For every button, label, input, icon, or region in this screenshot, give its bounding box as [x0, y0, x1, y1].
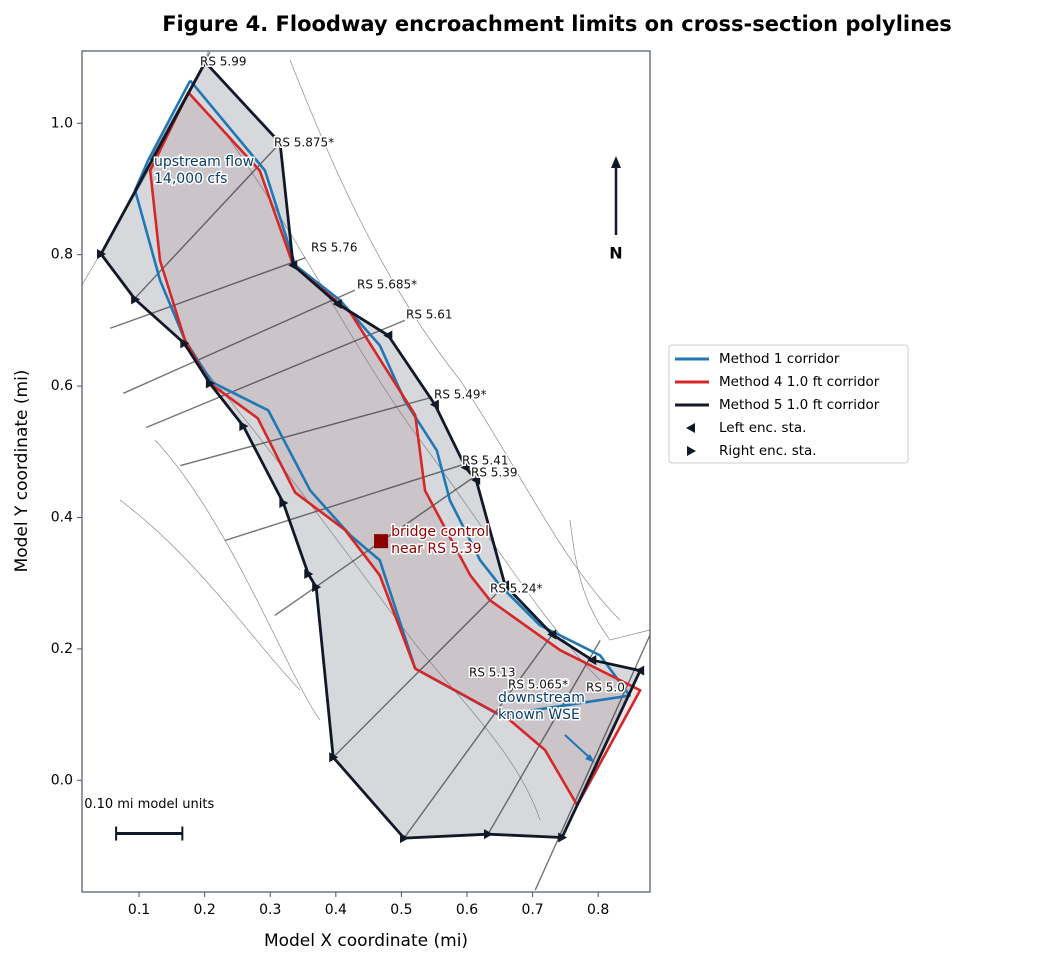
y-tick-label: 0.2	[51, 641, 73, 657]
y-tick-label: 0.6	[51, 378, 73, 394]
bridge-annotation: bridge control	[391, 524, 489, 540]
downstream-arrowhead	[585, 754, 595, 763]
contour-line	[229, 139, 601, 681]
cross-section	[224, 461, 471, 542]
cross-section	[134, 142, 281, 299]
cross-section	[534, 634, 650, 891]
left-enc-marker	[471, 475, 481, 486]
legend-box	[668, 344, 909, 464]
north-arrow-head	[611, 156, 621, 168]
y-tick-label: 1.0	[51, 115, 73, 131]
cross-section-label: RS 5.76	[311, 241, 358, 255]
contour-line	[289, 59, 621, 621]
bridge-annotation: near RS 5.39	[391, 541, 482, 557]
left-enc-marker	[587, 655, 597, 666]
right-enc-marker	[201, 57, 211, 68]
cross-section-label: RS 5.065*	[508, 678, 568, 692]
downstream-annotation: known WSE	[498, 707, 580, 723]
left-enc-marker	[635, 665, 645, 676]
x-tick-label: 0.2	[194, 902, 216, 918]
x-tick-label: 0.6	[456, 902, 478, 918]
cross-section-label: RS 5.875*	[274, 136, 334, 150]
x-tick-label: 0.4	[325, 902, 347, 918]
left-enc-marker	[429, 399, 439, 410]
left-enc-marker	[460, 462, 470, 473]
north-label: N	[609, 244, 622, 263]
bridge-marker	[374, 534, 389, 549]
legend-marker	[687, 446, 696, 456]
right-enc-marker	[239, 421, 249, 432]
cross-section	[123, 289, 356, 394]
x-axis-label: Model X coordinate (mi)	[264, 931, 468, 951]
x-tick-label: 0.7	[521, 902, 543, 918]
chart-title: Figure 4. Floodway encroachment limits o…	[162, 12, 952, 36]
legend: Method 1 corridor Method 4 1.0 ft corrido…	[668, 344, 909, 464]
plot-area	[82, 51, 650, 891]
upstream-annotation: 14,000 cfs	[154, 171, 227, 187]
cross-section	[109, 257, 306, 329]
right-enc-marker	[97, 249, 107, 260]
left-enc-marker	[288, 260, 298, 271]
right-enc-marker	[400, 833, 410, 844]
cross-section	[180, 396, 433, 467]
y-tick-label: 0.0	[51, 772, 73, 788]
cross-section-label: RS 5.39	[471, 466, 518, 480]
cross-section-label: RS 5.13	[469, 666, 516, 680]
x-tick-label: 0.8	[587, 902, 609, 918]
right-enc-marker	[483, 829, 493, 840]
right-enc-marker	[304, 568, 314, 579]
legend-label: Left enc. sta.	[719, 420, 806, 436]
upstream-annotation: upstream flow	[154, 154, 254, 170]
cross-section-label: RS 5.24*	[490, 582, 543, 596]
downstream-arrow	[564, 734, 591, 759]
cross-section-label: RS 5.99	[200, 55, 247, 69]
scale-bar-label: 0.10 mi model units	[84, 797, 214, 812]
right-enc-marker	[279, 498, 289, 509]
right-enc-marker	[180, 338, 190, 349]
cross-section-label: RS 5.0	[586, 681, 625, 695]
north-arrow: N	[609, 156, 623, 263]
cross-section-label: RS 5.685*	[357, 278, 417, 292]
x-tick-label: 0.3	[259, 902, 281, 918]
cross-section	[146, 319, 405, 429]
corridor-fill	[101, 62, 641, 839]
right-enc-marker	[205, 378, 215, 389]
cross-section-label: RS 5.41	[462, 454, 509, 468]
corridor-fill	[150, 92, 641, 806]
legend-label: Right enc. sta.	[719, 443, 817, 459]
y-tick-label: 0.8	[51, 247, 73, 263]
cross-section	[487, 640, 601, 835]
left-enc-marker	[383, 330, 393, 341]
left-enc-marker	[500, 580, 510, 591]
x-tick-label: 0.5	[390, 902, 412, 918]
downstream-annotation: downstream	[498, 690, 585, 706]
y-axis-label: Model Y coordinate (mi)	[12, 370, 32, 573]
contour-line	[569, 519, 650, 641]
contour-line	[154, 439, 321, 721]
right-enc-marker	[329, 752, 339, 763]
contour-line	[119, 499, 301, 691]
legend-label: Method 5 1.0 ft corridor	[719, 397, 880, 413]
left-enc-marker	[275, 137, 285, 148]
right-enc-marker	[131, 294, 141, 305]
x-tick-label: 0.1	[128, 902, 150, 918]
y-tick-label: 0.4	[51, 509, 73, 525]
legend-label: Method 1 corridor	[719, 351, 840, 367]
right-enc-marker	[558, 832, 568, 843]
left-enc-marker	[547, 629, 557, 640]
cross-section	[403, 634, 553, 839]
right-enc-marker	[312, 582, 322, 593]
legend-label: Method 4 1.0 ft corridor	[719, 374, 880, 390]
left-enc-marker	[332, 298, 342, 309]
cross-section-label: RS 5.61	[406, 308, 453, 322]
legend-marker	[686, 423, 695, 433]
cross-section-label: RS 5.49*	[434, 388, 487, 402]
axes-frame	[81, 50, 651, 893]
